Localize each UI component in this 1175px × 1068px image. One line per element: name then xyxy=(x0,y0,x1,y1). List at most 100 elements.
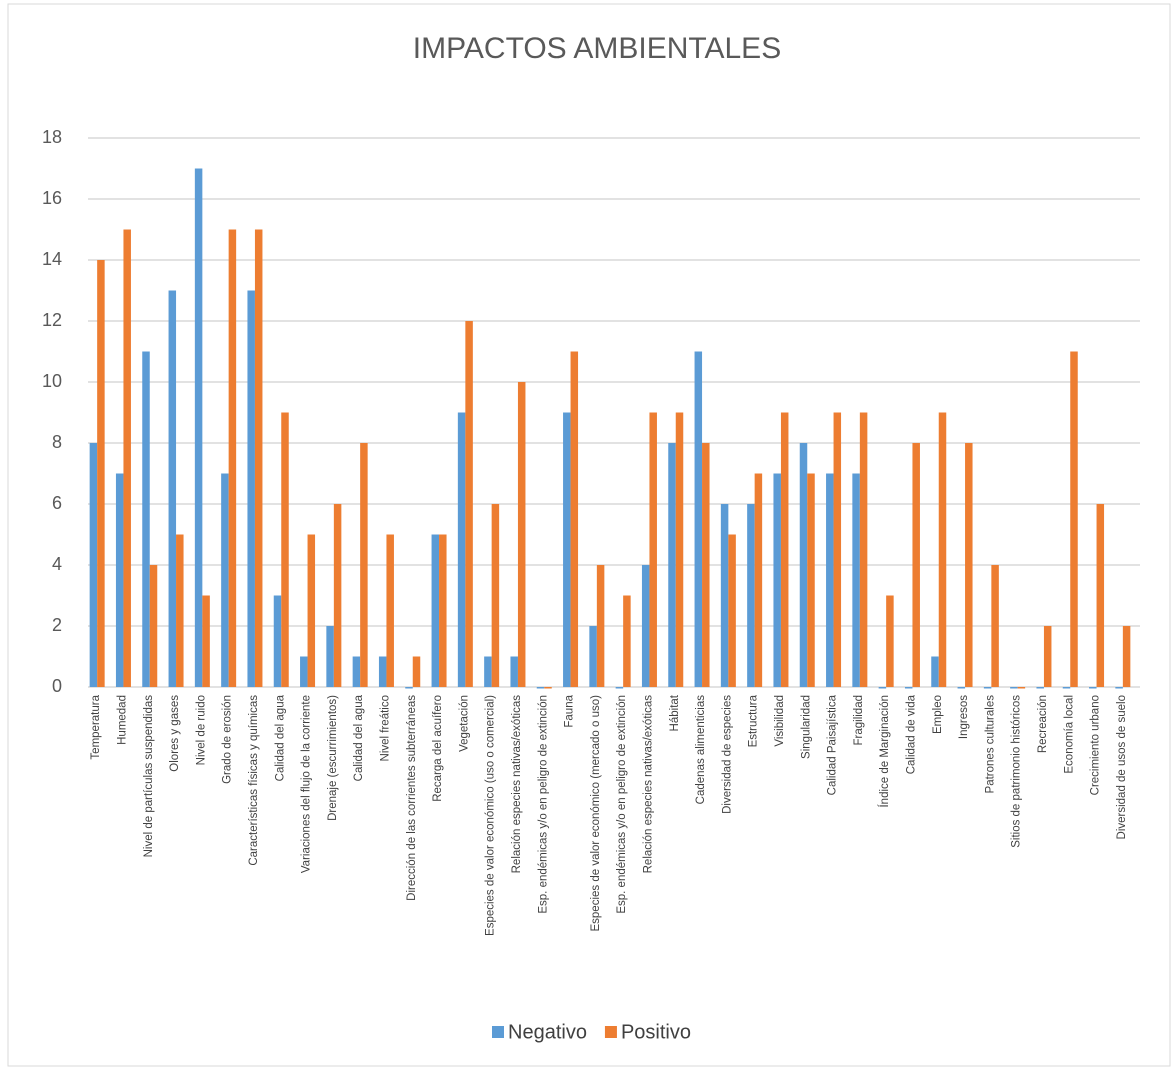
x-tick-label: Calidad del agua xyxy=(353,694,365,781)
x-tick-label: Recreación xyxy=(1037,695,1049,753)
x-tick-label: Vegetación xyxy=(458,695,470,752)
bar xyxy=(878,687,887,689)
x-tick-label: Relación especies nativas/exóticas xyxy=(511,695,523,874)
chart-title: IMPACTOS AMBIENTALES xyxy=(413,32,781,65)
bar xyxy=(281,412,289,687)
y-tick-label: 14 xyxy=(42,249,62,269)
x-tick-label: Especies de valor económico (uso o comer… xyxy=(485,695,497,936)
bar xyxy=(747,504,755,687)
x-tick-label: Ingresos xyxy=(958,695,970,739)
x-tick-label: Crecimiento urbano xyxy=(1090,695,1102,795)
x-tick-label: Diversidad de usos de suelo xyxy=(1116,695,1128,839)
bar xyxy=(754,473,763,687)
bar xyxy=(780,412,789,687)
x-tick-label: Índice de Marginación xyxy=(878,695,891,808)
bar xyxy=(826,473,834,687)
bar xyxy=(300,656,308,687)
bar xyxy=(596,565,605,687)
x-tick-label: Relación especies nativas/exóticas xyxy=(642,695,654,874)
bar xyxy=(859,412,868,687)
bar xyxy=(333,504,342,687)
bar xyxy=(378,656,387,687)
y-tick-label: 8 xyxy=(52,432,62,452)
bar xyxy=(720,504,729,687)
x-tick-label: Variaciones del flujo de la corriente xyxy=(301,695,313,873)
x-tick-label: Recarga del acuífero xyxy=(432,695,444,802)
bar xyxy=(852,473,860,687)
x-tick-label: Esp. endémicas y/o en peligro de extinci… xyxy=(537,695,549,914)
bar xyxy=(1010,687,1018,689)
x-tick-label: Nivel de ruido xyxy=(195,695,207,765)
x-tick-label: Nivel freático xyxy=(379,695,391,761)
legend-swatch xyxy=(492,1026,504,1038)
x-tick-label: Humedad xyxy=(116,695,128,745)
bar xyxy=(675,412,684,687)
bar xyxy=(694,351,703,687)
bar xyxy=(228,229,237,687)
y-tick-label: 12 xyxy=(42,310,62,330)
x-tick-label: Calidad de vida xyxy=(905,694,917,774)
bar xyxy=(89,443,98,687)
x-tick-label: Economía local xyxy=(1063,695,1075,774)
bar xyxy=(668,443,676,687)
bar xyxy=(123,229,131,687)
bar xyxy=(352,656,361,687)
bar xyxy=(615,687,624,689)
bar xyxy=(326,626,334,687)
bar xyxy=(168,290,177,687)
bar xyxy=(97,260,105,687)
y-tick-label: 2 xyxy=(52,615,62,635)
x-tick-label: Estructura xyxy=(748,694,760,747)
bar xyxy=(194,168,203,687)
x-tick-label: Empleo xyxy=(932,695,944,734)
bar xyxy=(1043,626,1052,687)
legend-label: Negativo xyxy=(508,1021,587,1043)
bar xyxy=(589,626,597,687)
bar xyxy=(544,687,552,689)
y-tick-label: 16 xyxy=(42,188,62,208)
bar xyxy=(799,443,808,687)
x-tick-label: Cadenas alimenticias xyxy=(695,695,707,805)
bar xyxy=(904,687,913,689)
bar xyxy=(176,534,184,687)
x-tick-label: Temperatura xyxy=(90,694,102,759)
x-tick-label: Calidad del agua xyxy=(274,694,286,781)
bar xyxy=(510,656,518,687)
bar xyxy=(202,595,210,687)
bar xyxy=(991,565,999,687)
bar xyxy=(484,656,492,687)
x-tick-label: Fauna xyxy=(564,694,576,727)
bar xyxy=(1115,687,1123,689)
bar xyxy=(1096,504,1105,687)
bar xyxy=(517,382,526,687)
bar xyxy=(728,534,736,687)
bar xyxy=(886,595,894,687)
x-tick-label: Fragilidad xyxy=(853,695,865,746)
bar xyxy=(405,687,413,689)
bar xyxy=(1070,351,1078,687)
bar xyxy=(360,443,368,687)
x-tick-label: Especies de valor económico (mercado o u… xyxy=(590,695,602,932)
x-tick-label: Dirección de las corrientes subterráneas xyxy=(406,695,418,901)
bar xyxy=(563,412,571,687)
x-tick-label: Calidad Paisajística xyxy=(827,694,839,795)
y-tick-label: 0 xyxy=(52,676,62,696)
x-tick-label: Hábitat xyxy=(669,694,681,731)
bar xyxy=(439,534,447,687)
bar xyxy=(1122,626,1131,687)
bar xyxy=(142,351,150,687)
bar xyxy=(115,473,124,687)
bar xyxy=(807,473,815,687)
bar xyxy=(702,443,710,687)
bar xyxy=(1062,687,1071,689)
x-tick-label: Patrones culturales xyxy=(984,695,996,794)
bar xyxy=(536,687,545,689)
bar xyxy=(833,412,842,687)
bar xyxy=(412,656,421,687)
x-tick-label: Esp. endémicas y/o en peligro de extinci… xyxy=(616,695,628,914)
bar xyxy=(641,565,650,687)
x-tick-label: Olores y gases xyxy=(169,695,181,772)
bar xyxy=(623,595,631,687)
bar xyxy=(1036,687,1044,689)
